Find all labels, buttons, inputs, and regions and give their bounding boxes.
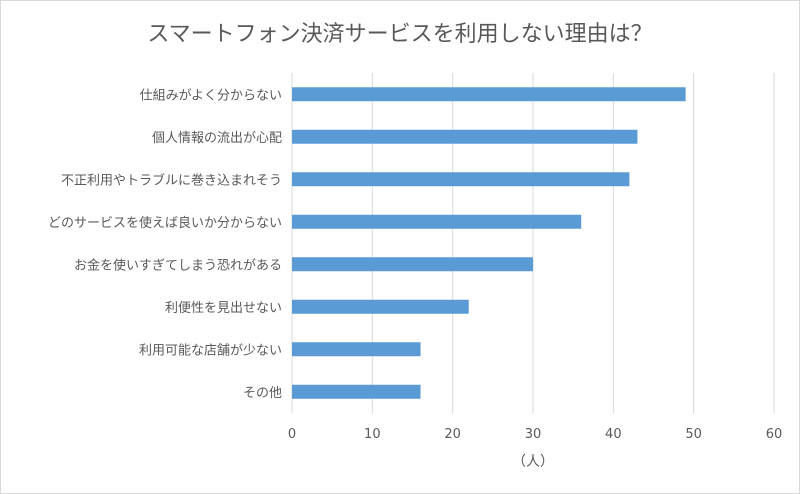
bar	[292, 342, 421, 357]
category-label: 個人情報の流出が心配	[152, 131, 282, 146]
category-label: どのサービスを使えば良いか分からない	[48, 215, 282, 231]
bar	[292, 87, 686, 102]
x-tick-label: 0	[288, 427, 296, 442]
x-tick-label: 20	[444, 427, 461, 442]
gridlines	[291, 73, 775, 413]
bar	[292, 214, 582, 229]
x-tick-label: 60	[766, 427, 783, 442]
category-label: 利用可能な店舗が少ない	[139, 343, 282, 358]
bar	[292, 299, 469, 314]
x-tick-label: 10	[364, 427, 381, 442]
category-label: 不正利用やトラブルに巻き込まれそう	[61, 172, 282, 188]
x-axis-title: （人）	[512, 454, 554, 470]
category-label: 仕組みがよく分からない	[140, 88, 282, 103]
category-label: その他	[243, 386, 282, 401]
bars	[292, 87, 686, 399]
x-tick-labels: 0 10 20 30 40 50 60	[288, 427, 782, 442]
x-tick-label: 40	[605, 427, 622, 442]
category-labels: 仕組みがよく分からない個人情報の流出が心配不正利用やトラブルに巻き込まれそうどの…	[48, 88, 282, 401]
bar	[292, 172, 630, 187]
bar	[292, 257, 533, 272]
x-tick-label: 50	[685, 427, 702, 442]
bar	[292, 129, 638, 144]
bar	[292, 384, 421, 399]
category-label: 利便性を見出せない	[165, 301, 282, 316]
category-label: お金を使いすぎてしまう恐れがある	[74, 257, 282, 273]
chart-title: スマートフォン決済サービスを利用しない理由は？	[147, 22, 652, 47]
x-tick-label: 30	[525, 427, 542, 442]
